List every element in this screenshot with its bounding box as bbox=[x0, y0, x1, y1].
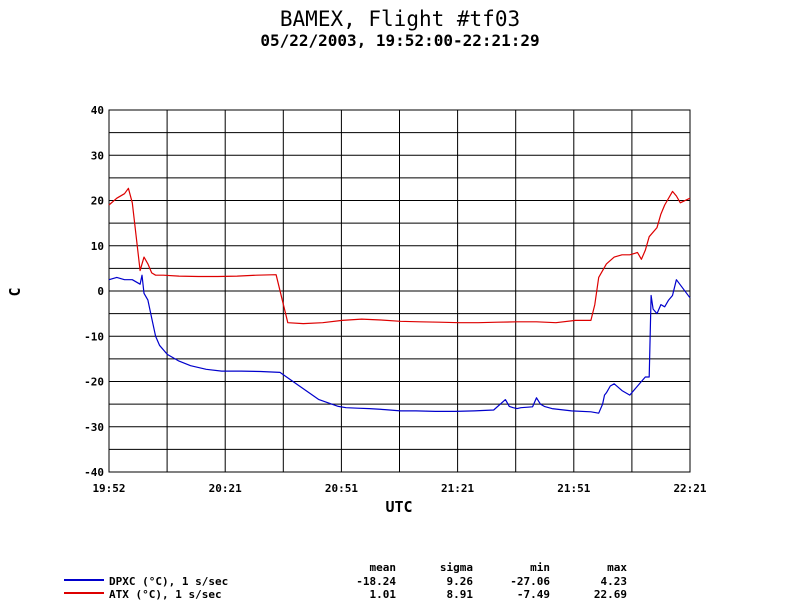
stats-header-sigma: sigma bbox=[440, 561, 473, 574]
y-axis-label: C bbox=[6, 287, 24, 296]
y-tick-label: 30 bbox=[91, 149, 104, 162]
stats-header-min: min bbox=[530, 561, 550, 574]
dpxc-mean: -18.24 bbox=[356, 575, 396, 588]
y-tick-label: -30 bbox=[84, 421, 104, 434]
stats-header-mean: mean bbox=[370, 561, 397, 574]
x-tick-label: 20:51 bbox=[325, 482, 358, 495]
stats-header-max: max bbox=[607, 561, 627, 574]
y-tick-label: 20 bbox=[91, 195, 104, 208]
x-tick-label: 21:21 bbox=[441, 482, 474, 495]
x-axis-label: UTC bbox=[385, 498, 412, 516]
legend-label-atx: ATX (°C), 1 s/sec bbox=[109, 588, 222, 601]
atx-min: -7.49 bbox=[517, 588, 550, 601]
y-tick-label: -10 bbox=[84, 330, 104, 343]
dpxc-min: -27.06 bbox=[510, 575, 550, 588]
y-tick-label: 40 bbox=[91, 104, 104, 117]
y-axis-ticks: 40 30 20 10 0 -10 -20 -30 -40 bbox=[84, 104, 104, 479]
series-line-atx bbox=[108, 187, 691, 325]
chart-subtitle: 05/22/2003, 19:52:00-22:21:29 bbox=[260, 31, 539, 50]
dpxc-max: 4.23 bbox=[601, 575, 628, 588]
x-axis-ticks: 19:52 20:21 20:51 21:21 21:51 22:21 bbox=[92, 482, 706, 495]
series-lines bbox=[108, 187, 691, 414]
series-line-dpxc bbox=[108, 274, 691, 414]
x-tick-label: 22:21 bbox=[673, 482, 706, 495]
atx-mean: 1.01 bbox=[370, 588, 397, 601]
y-tick-label: 0 bbox=[97, 285, 104, 298]
x-tick-label: 21:51 bbox=[557, 482, 590, 495]
y-tick-label: -20 bbox=[84, 376, 104, 389]
legend: mean sigma min max DPXC (°C), 1 s/sec -1… bbox=[64, 561, 627, 601]
y-tick-label: 10 bbox=[91, 240, 104, 253]
legend-label-dpxc: DPXC (°C), 1 s/sec bbox=[109, 575, 228, 588]
plot-area: 40 30 20 10 0 -10 -20 -30 -40 19:52 20:21 20:51 21:… bbox=[84, 104, 707, 495]
y-tick-label: -40 bbox=[84, 466, 104, 479]
atx-sigma: 8.91 bbox=[447, 588, 474, 601]
x-tick-label: 19:52 bbox=[92, 482, 125, 495]
chart-title: BAMEX, Flight #tf03 bbox=[280, 7, 520, 31]
grid bbox=[109, 110, 690, 472]
dpxc-sigma: 9.26 bbox=[447, 575, 474, 588]
x-tick-label: 20:21 bbox=[209, 482, 242, 495]
atx-max: 22.69 bbox=[594, 588, 627, 601]
